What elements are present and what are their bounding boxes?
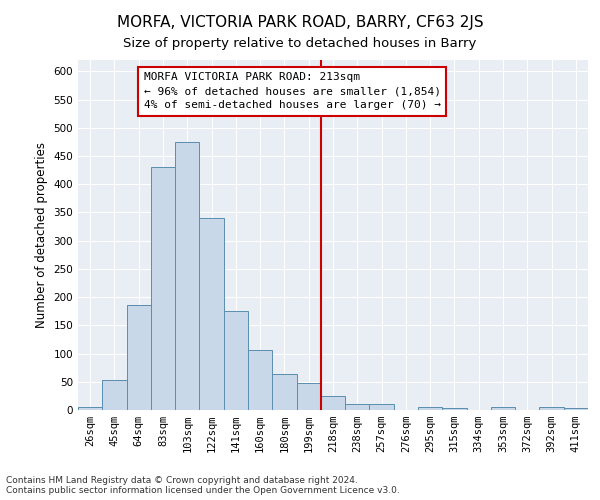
Bar	[224, 311, 248, 410]
Text: Size of property relative to detached houses in Barry: Size of property relative to detached ho…	[124, 38, 476, 51]
Y-axis label: Number of detached properties: Number of detached properties	[35, 142, 48, 328]
Bar	[345, 404, 370, 410]
Bar	[102, 380, 127, 410]
Bar	[175, 142, 199, 410]
Text: Contains HM Land Registry data © Crown copyright and database right 2024.
Contai: Contains HM Land Registry data © Crown c…	[6, 476, 400, 495]
Bar	[491, 407, 515, 410]
Bar	[127, 305, 151, 410]
Bar	[272, 374, 296, 410]
Text: MORFA VICTORIA PARK ROAD: 213sqm
← 96% of detached houses are smaller (1,854)
4%: MORFA VICTORIA PARK ROAD: 213sqm ← 96% o…	[143, 72, 440, 110]
Bar	[248, 350, 272, 410]
Bar	[78, 407, 102, 410]
Bar	[151, 168, 175, 410]
Text: MORFA, VICTORIA PARK ROAD, BARRY, CF63 2JS: MORFA, VICTORIA PARK ROAD, BARRY, CF63 2…	[116, 15, 484, 30]
Bar	[442, 408, 467, 410]
Bar	[296, 383, 321, 410]
Bar	[321, 396, 345, 410]
Bar	[564, 408, 588, 410]
Bar	[199, 218, 224, 410]
Bar	[370, 404, 394, 410]
Bar	[539, 407, 564, 410]
Bar	[418, 407, 442, 410]
